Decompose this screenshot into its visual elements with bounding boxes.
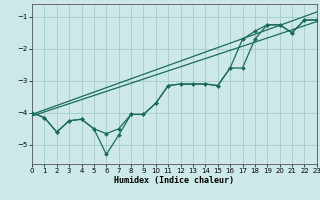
X-axis label: Humidex (Indice chaleur): Humidex (Indice chaleur) bbox=[115, 176, 234, 185]
